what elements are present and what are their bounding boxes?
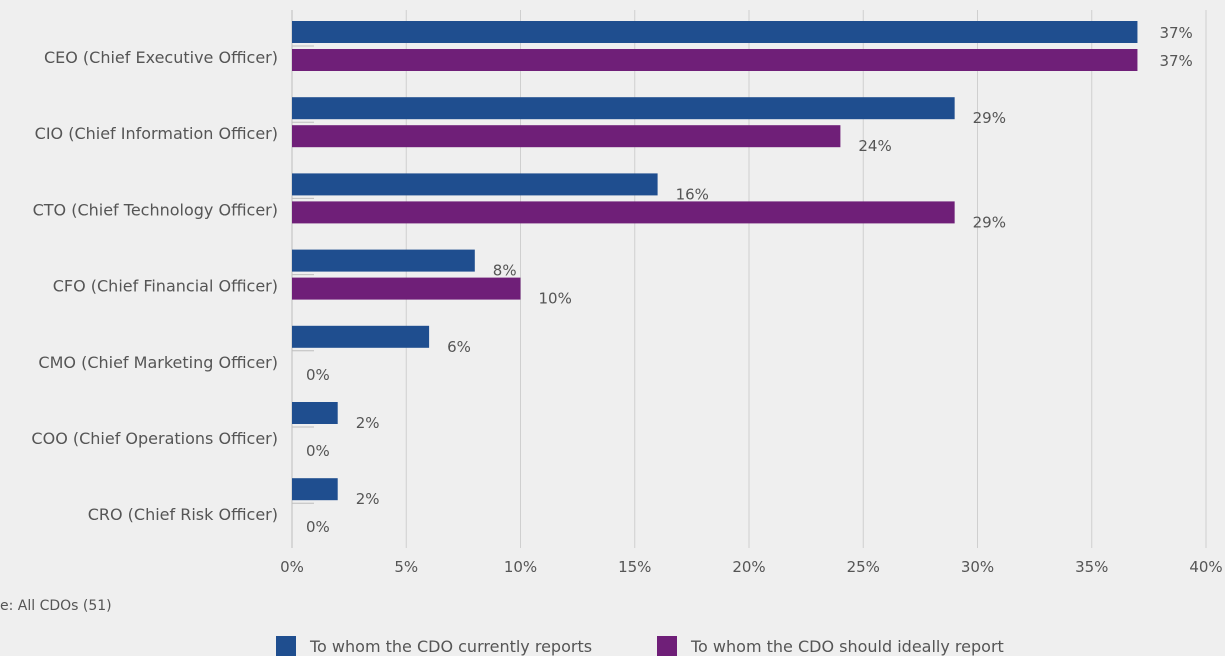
data-label-ideal: 24%: [858, 137, 891, 155]
category-label: CRO (Chief Risk Officer): [88, 505, 278, 524]
x-tick-label: 10%: [504, 558, 537, 576]
legend-item-current: To whom the CDO currently reports: [276, 636, 592, 656]
x-tick-label: 35%: [1075, 558, 1108, 576]
x-tick-label: 30%: [961, 558, 994, 576]
bar-chart: 0% 5% 10% 15% 20% 25% 30% 35% 40% CEO (Chief Exec…: [31, 10, 1223, 576]
category-label: CMO (Chief Marketing Officer): [38, 353, 278, 372]
category-label: CFO (Chief Financial Officer): [53, 277, 278, 296]
bar-current: [292, 249, 475, 272]
legend-label-ideal: To whom the CDO should ideally report: [691, 636, 1004, 656]
category-label: COO (Chief Operations Officer): [31, 429, 278, 448]
category-label: CEO (Chief Executive Officer): [44, 48, 278, 67]
bar-current: [292, 325, 430, 348]
x-tick-label: 0%: [280, 558, 304, 576]
legend-label-current: To whom the CDO currently reports: [310, 636, 593, 656]
x-tick-label: 20%: [732, 558, 765, 576]
bar-ideal: [292, 277, 521, 300]
category-label: CIO (Chief Information Officer): [35, 124, 278, 143]
data-label-ideal: 29%: [973, 213, 1006, 231]
bar-current: [292, 97, 955, 120]
legend-swatch-current: [276, 636, 296, 656]
data-label-current: 8%: [493, 262, 517, 280]
bar-current: [292, 478, 338, 501]
data-label-current: 16%: [676, 185, 709, 203]
bar-current: [292, 21, 1138, 43]
data-label-current: 2%: [356, 490, 380, 508]
data-label-current: 6%: [447, 338, 471, 356]
base-note: e: All CDOs (51): [0, 598, 112, 614]
bar-ideal: [292, 201, 955, 224]
legend-swatch-ideal: [657, 636, 677, 656]
bar-ideal: [292, 125, 841, 148]
bar-current: [292, 402, 338, 424]
bar-current: [292, 173, 658, 196]
data-label-ideal: 0%: [306, 366, 330, 384]
legend-item-ideal: To whom the CDO should ideally report: [657, 636, 1004, 656]
data-label-current: 29%: [973, 109, 1006, 127]
data-label-ideal: 37%: [1159, 52, 1192, 70]
category-label: CTO (Chief Technology Officer): [33, 200, 278, 219]
x-tick-label: 25%: [847, 558, 880, 576]
data-label-current: 2%: [356, 414, 380, 432]
data-label-ideal: 0%: [306, 518, 330, 536]
data-label-ideal: 0%: [306, 442, 330, 460]
bar-ideal: [292, 49, 1138, 71]
data-label-current: 37%: [1159, 24, 1192, 42]
x-tick-label: 5%: [394, 558, 418, 576]
x-tick-label: 15%: [618, 558, 651, 576]
x-tick-label: 40%: [1189, 558, 1222, 576]
data-label-ideal: 10%: [539, 290, 572, 308]
legend: To whom the CDO currently reports To who…: [0, 636, 1225, 656]
